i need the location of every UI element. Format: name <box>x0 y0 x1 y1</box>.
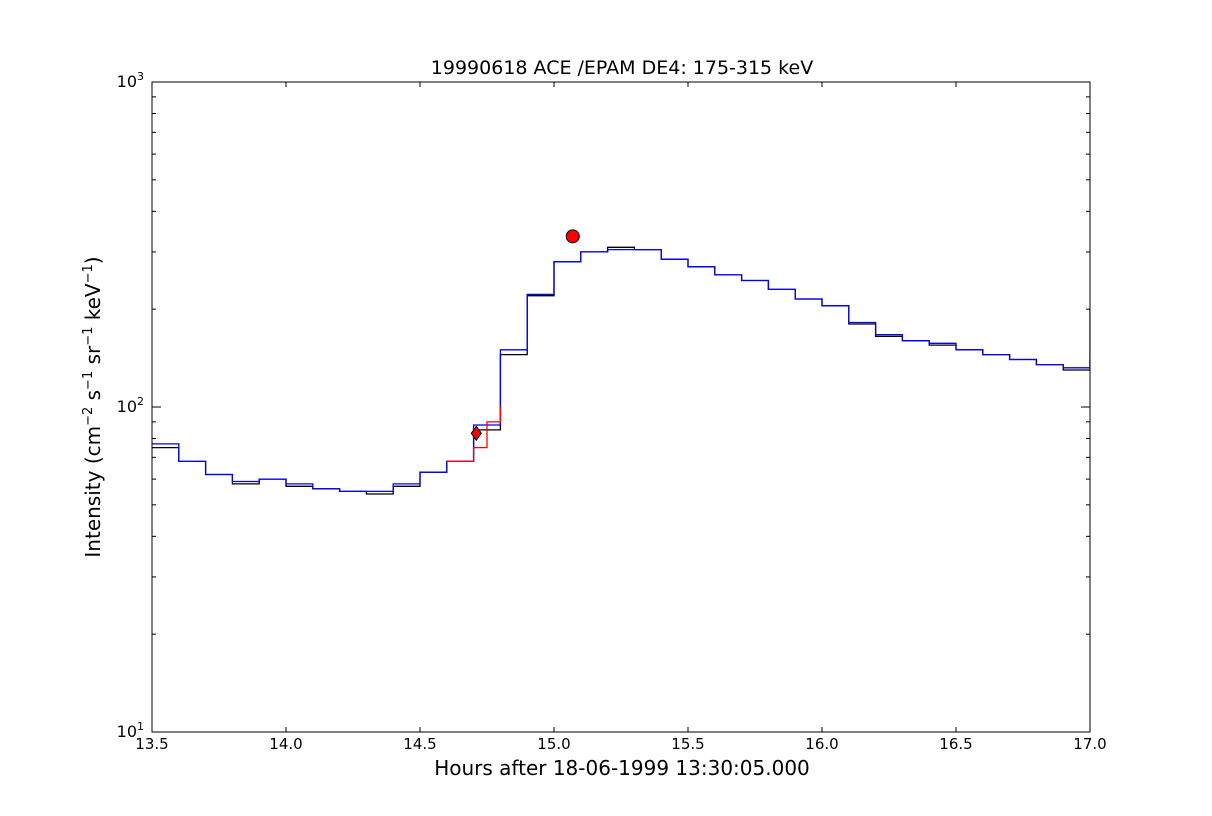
y-axis-label: Intensity (cm−2 s−1 sr−1 keV−1) <box>81 256 105 557</box>
plot-frame <box>151 81 1091 733</box>
y-label-exp-cm: −2 <box>81 407 96 426</box>
y-label-exp-kev: −1 <box>81 264 96 283</box>
y-label-kev: keV <box>81 283 105 327</box>
x-tick-label: 15.5 <box>671 735 704 753</box>
y-tick-label: 101 <box>117 720 144 741</box>
y-label-exp-sr: −1 <box>81 327 96 346</box>
series-line-2 <box>152 248 1090 493</box>
y-tick-label: 102 <box>117 395 144 416</box>
marker-circle-2 <box>565 229 580 244</box>
marker-diamond-1 <box>470 425 482 442</box>
y-label-base: Intensity (cm <box>81 426 105 558</box>
chart-title: 19990618 ACE /EPAM DE4: 175-315 keV <box>431 57 813 79</box>
y-label-s: s <box>81 390 105 407</box>
y-label-close: ) <box>81 256 105 264</box>
x-tick-label: 14.5 <box>403 735 436 753</box>
y-tick-labels: 101 102 103 <box>117 70 144 741</box>
x-tick-label: 16.0 <box>805 735 838 753</box>
series-line-3 <box>446 407 502 463</box>
x-tick-label: 14.0 <box>269 735 302 753</box>
x-tick-labels: 13.5 14.0 14.5 15.0 15.5 16.0 16.5 17.0 <box>135 735 1106 753</box>
x-tick-label: 15.0 <box>537 735 570 753</box>
x-axis-label: Hours after 18-06-1999 13:30:05.000 <box>434 756 810 780</box>
marker-layer <box>470 229 580 442</box>
plot-area <box>152 82 1090 732</box>
series-layer <box>152 246 1090 495</box>
y-label-exp-s: −1 <box>81 371 96 390</box>
x-tick-label: 13.5 <box>135 735 168 753</box>
x-tick-label: 16.5 <box>939 735 972 753</box>
x-tick-label: 17.0 <box>1073 735 1106 753</box>
y-tick-label: 103 <box>117 70 144 91</box>
y-label-sr: sr <box>81 345 105 371</box>
